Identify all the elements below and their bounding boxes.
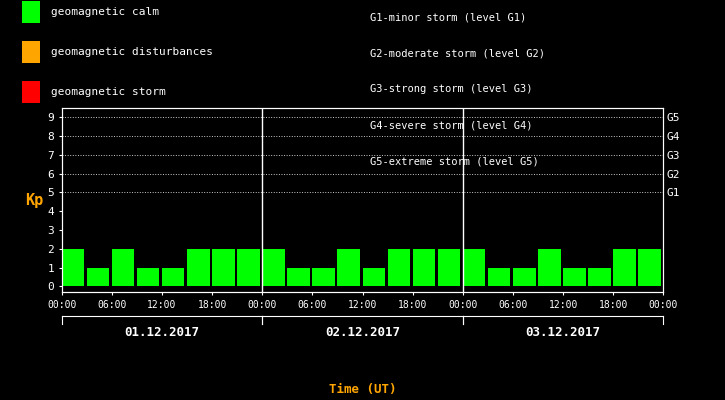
Text: geomagnetic calm: geomagnetic calm (51, 7, 159, 17)
Bar (638, 249, 661, 286)
Bar (413, 249, 435, 286)
Bar (237, 249, 260, 286)
Bar (262, 249, 285, 286)
Text: 01.12.2017: 01.12.2017 (125, 326, 199, 339)
Bar (588, 268, 610, 286)
Bar (513, 268, 536, 286)
Bar (463, 249, 485, 286)
Text: 02.12.2017: 02.12.2017 (325, 326, 400, 339)
Text: geomagnetic disturbances: geomagnetic disturbances (51, 47, 212, 57)
Bar (613, 249, 636, 286)
Bar (538, 249, 560, 286)
Bar (362, 268, 385, 286)
Bar (162, 268, 184, 286)
Bar (62, 249, 84, 286)
Bar (337, 249, 360, 286)
Text: G3-strong storm (level G3): G3-strong storm (level G3) (370, 84, 532, 94)
Bar (187, 249, 210, 286)
Bar (312, 268, 335, 286)
Text: G5-extreme storm (level G5): G5-extreme storm (level G5) (370, 156, 539, 166)
Bar (438, 249, 460, 286)
Text: G1-minor storm (level G1): G1-minor storm (level G1) (370, 12, 526, 22)
Bar (137, 268, 160, 286)
Bar (87, 268, 109, 286)
Text: 03.12.2017: 03.12.2017 (526, 326, 600, 339)
Text: G2-moderate storm (level G2): G2-moderate storm (level G2) (370, 48, 544, 58)
Text: Kp: Kp (25, 192, 44, 208)
Text: geomagnetic storm: geomagnetic storm (51, 87, 165, 97)
Bar (112, 249, 134, 286)
Bar (488, 268, 510, 286)
Bar (388, 249, 410, 286)
Bar (212, 249, 235, 286)
Text: G4-severe storm (level G4): G4-severe storm (level G4) (370, 120, 532, 130)
Text: Time (UT): Time (UT) (328, 383, 397, 396)
Bar (287, 268, 310, 286)
Bar (563, 268, 586, 286)
